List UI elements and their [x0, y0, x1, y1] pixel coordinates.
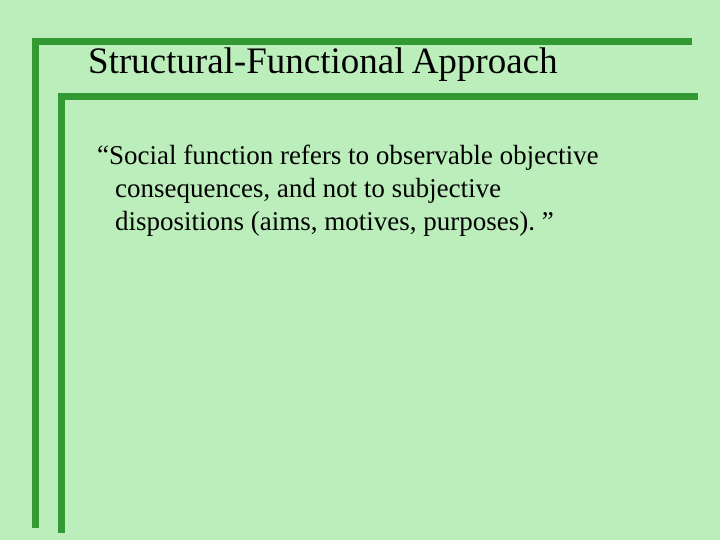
slide-title: Structural-Functional Approach: [88, 40, 558, 83]
body-line-2: consequences, and not to subjective: [97, 172, 657, 205]
body-line-1: “Social function refers to observable ob…: [97, 140, 599, 170]
body-line-3: dispositions (aims, motives, purposes). …: [97, 205, 657, 238]
slide-body: “Social function refers to observable ob…: [97, 139, 657, 238]
